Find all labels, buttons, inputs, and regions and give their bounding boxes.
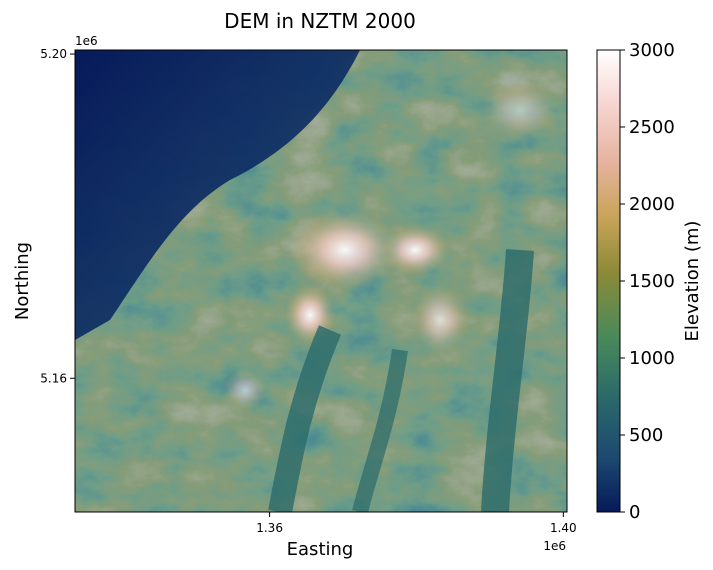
dem-heatmap: [75, 50, 567, 512]
y-tick-label: 5.16: [40, 371, 67, 385]
y-axis-ticks: 5.20 5.16: [40, 47, 75, 385]
colorbar-ticks: 0 500 1000 1500 2000 2500 3000: [620, 40, 675, 523]
colorbar-tick-label: 1500: [629, 271, 675, 292]
x-offset-label: 1e6: [543, 539, 566, 553]
colorbar-tick-label: 0: [629, 502, 640, 523]
colorbar-tick-label: 2000: [629, 194, 675, 215]
colorbar-tick-label: 2500: [629, 117, 675, 138]
colorbar-tick-label: 500: [629, 425, 663, 446]
y-offset-label: 1e6: [75, 34, 98, 48]
colorbar-label: Elevation (m): [682, 221, 703, 342]
plot-area-frame: [74, 49, 568, 513]
x-tick-label: 1.40: [550, 521, 577, 535]
chart-title: DEM in NZTM 2000: [224, 9, 416, 33]
y-tick-label: 5.20: [40, 47, 67, 61]
x-axis-label: Easting: [287, 539, 354, 560]
x-axis-ticks: 1.36 1.40: [256, 512, 577, 535]
colorbar-tick-label: 1000: [629, 348, 675, 369]
y-axis-label: Northing: [12, 242, 33, 320]
x-tick-label: 1.36: [256, 521, 283, 535]
colorbar-tick-label: 3000: [629, 40, 675, 61]
colorbar: [596, 49, 621, 513]
